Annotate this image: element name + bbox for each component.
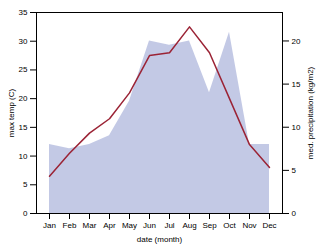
svg-text:35: 35 xyxy=(19,8,28,17)
svg-text:30: 30 xyxy=(19,37,28,46)
svg-text:0: 0 xyxy=(292,209,297,218)
svg-text:15: 15 xyxy=(292,80,301,89)
svg-text:20: 20 xyxy=(292,37,301,46)
svg-text:25: 25 xyxy=(19,65,28,74)
svg-text:Nov: Nov xyxy=(242,221,256,230)
svg-text:0: 0 xyxy=(23,209,28,218)
svg-text:May: May xyxy=(122,221,137,230)
svg-text:Feb: Feb xyxy=(63,221,77,230)
svg-text:20: 20 xyxy=(19,94,28,103)
svg-text:med. precipitation (kg/m2): med. precipitation (kg/m2) xyxy=(306,66,315,159)
svg-text:Jul: Jul xyxy=(164,221,174,230)
svg-text:10: 10 xyxy=(292,123,301,132)
svg-text:Jun: Jun xyxy=(143,221,156,230)
svg-text:5: 5 xyxy=(292,166,297,175)
svg-text:Sep: Sep xyxy=(202,221,217,230)
svg-text:10: 10 xyxy=(19,152,28,161)
svg-text:max temp (C): max temp (C) xyxy=(7,88,16,137)
svg-text:Oct: Oct xyxy=(223,221,236,230)
svg-text:Mar: Mar xyxy=(83,221,97,230)
svg-text:Dec: Dec xyxy=(262,221,276,230)
svg-text:Jan: Jan xyxy=(43,221,56,230)
svg-text:5: 5 xyxy=(23,180,28,189)
svg-text:date (month): date (month) xyxy=(137,235,183,244)
svg-text:Aug: Aug xyxy=(182,221,196,230)
svg-text:15: 15 xyxy=(19,123,28,132)
svg-text:Apr: Apr xyxy=(103,221,116,230)
